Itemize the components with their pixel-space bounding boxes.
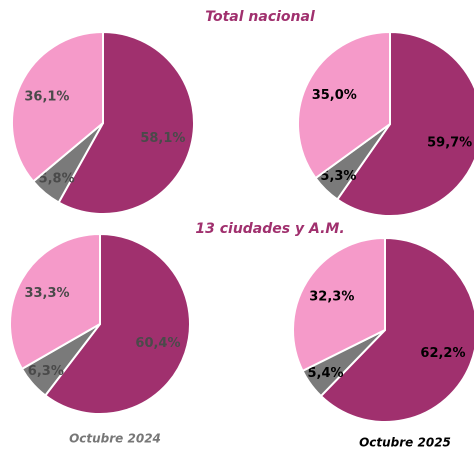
data-label: 59,7% (427, 135, 472, 150)
pie-slice (43, 232, 191, 415)
pie-slice (292, 236, 386, 373)
data-label: 35,0% (312, 88, 357, 103)
pie-slice (335, 30, 474, 217)
pie-slice (57, 30, 195, 215)
pie-slice (11, 30, 104, 183)
data-label: 5,3% (320, 169, 356, 184)
data-label: 36,1% (24, 89, 69, 104)
data-label: 62,2% (420, 346, 465, 361)
pie-slice (297, 30, 391, 180)
data-label: 32,3% (309, 290, 354, 305)
pie-slice (9, 232, 101, 371)
data-label: 5,8% (39, 172, 75, 187)
data-label: 6,3% (28, 364, 64, 379)
section-title: Total nacional (205, 9, 315, 25)
data-label: 33,3% (24, 286, 69, 301)
section-title: 13 ciudades y A.M. (195, 221, 344, 237)
data-label: 60,4% (135, 336, 180, 351)
data-label: 58,1% (140, 131, 185, 146)
data-label: 5,4% (308, 366, 344, 381)
caption: Octubre 2024 (69, 432, 161, 446)
pie-slice (319, 236, 474, 423)
caption: Octubre 2025 (359, 436, 451, 450)
